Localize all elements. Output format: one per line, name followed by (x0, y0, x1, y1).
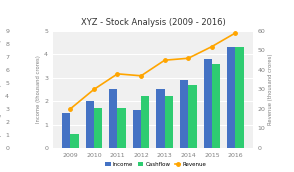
Bar (227, 47, 235, 148)
Line: Revenue: Revenue (69, 31, 237, 111)
Revenue (116, 73, 119, 75)
Bar (188, 85, 197, 148)
Revenue (163, 59, 166, 61)
Bar (141, 96, 149, 148)
Bar (109, 89, 118, 148)
Bar (165, 96, 173, 148)
Y-axis label: Operating Cashflow (thousand crores): Operating Cashflow (thousand crores) (0, 39, 2, 140)
Bar (70, 134, 78, 148)
Bar (204, 59, 212, 148)
Bar (212, 64, 220, 148)
Bar (118, 108, 126, 148)
Y-axis label: Income (thousand crores): Income (thousand crores) (36, 56, 41, 123)
Revenue (139, 75, 143, 77)
Bar (156, 89, 165, 148)
Bar (133, 110, 141, 148)
Bar (86, 101, 94, 148)
Bar (235, 47, 244, 148)
Revenue (69, 108, 72, 110)
Bar (180, 80, 188, 148)
Bar (62, 113, 70, 148)
Revenue (92, 88, 96, 90)
Y-axis label: Revenue (thousand crores): Revenue (thousand crores) (268, 54, 273, 125)
Revenue (186, 57, 190, 59)
Revenue (234, 32, 237, 34)
Revenue (210, 46, 214, 48)
Bar (94, 108, 102, 148)
Title: XYZ - Stock Analysis (2009 - 2016): XYZ - Stock Analysis (2009 - 2016) (81, 18, 225, 27)
Legend: Income, Cashflow, Revenue: Income, Cashflow, Revenue (103, 160, 209, 169)
